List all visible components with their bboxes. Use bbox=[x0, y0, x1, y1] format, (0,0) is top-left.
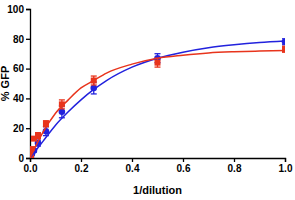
y-tick: 60 bbox=[13, 63, 30, 74]
error-bar-cap bbox=[91, 84, 97, 85]
series bbox=[30, 46, 285, 158]
x-tick-label: 0.6 bbox=[177, 163, 191, 174]
error-bar-cap bbox=[155, 66, 161, 67]
marks bbox=[30, 38, 285, 158]
y-tick: 80 bbox=[13, 34, 30, 45]
y-tick-mark bbox=[26, 158, 30, 159]
y-tick-mark bbox=[26, 9, 30, 10]
x-tick-mark bbox=[81, 158, 82, 162]
x-axis-line bbox=[31, 159, 286, 163]
error-bar-cap bbox=[155, 53, 161, 54]
x-tick-label: 0.4 bbox=[126, 163, 140, 174]
x-tick: 1.0 bbox=[279, 158, 293, 174]
y-axis-line bbox=[26, 10, 31, 159]
y-tick: 100 bbox=[7, 4, 30, 15]
y-tick-mark bbox=[26, 39, 30, 40]
x-axis: 0.0 0.2 0.4 0.6 0.8 1.0 bbox=[24, 158, 293, 174]
x-tick-label: 1.0 bbox=[279, 163, 293, 174]
y-tick-mark bbox=[26, 128, 30, 129]
x-tick-label: 0.8 bbox=[228, 163, 242, 174]
x-tick: 0.0 bbox=[24, 158, 38, 174]
error-bar-cap bbox=[91, 75, 97, 76]
x-tick: 0.6 bbox=[177, 158, 191, 174]
error-bar-cap bbox=[91, 93, 97, 94]
y-tick-label: 100 bbox=[7, 4, 24, 15]
fit-line bbox=[30, 41, 285, 158]
y-tick-label: 80 bbox=[13, 34, 25, 45]
x-tick-label: 0.2 bbox=[75, 163, 89, 174]
x-tick-mark bbox=[285, 158, 286, 162]
y-tick-label: 40 bbox=[13, 93, 25, 104]
series bbox=[30, 38, 285, 158]
y-tick-mark bbox=[26, 68, 30, 69]
y-tick: 40 bbox=[13, 93, 30, 104]
y-tick-label: 60 bbox=[13, 63, 25, 74]
x-axis-title: 1/dilution bbox=[133, 184, 182, 196]
fit-line bbox=[30, 50, 285, 158]
plot: 0.0 0.2 0.4 0.6 0.8 1.0 0 20 40 60 80 100 bbox=[7, 4, 293, 174]
y-tick: 20 bbox=[13, 123, 30, 134]
error-bar-cap bbox=[59, 99, 65, 100]
point bbox=[282, 46, 285, 52]
y-tick: 0 bbox=[18, 153, 30, 164]
y-tick-label: 20 bbox=[13, 123, 25, 134]
x-tick: 0.4 bbox=[126, 158, 140, 174]
x-tick-mark bbox=[234, 158, 235, 162]
y-tick-mark bbox=[26, 98, 30, 99]
point bbox=[155, 60, 161, 66]
x-tick-label: 0.0 bbox=[24, 163, 38, 174]
x-tick-mark bbox=[132, 158, 133, 162]
chart: 0.0 0.2 0.4 0.6 0.8 1.0 0 20 40 60 80 100 1/dilution… bbox=[0, 0, 295, 200]
y-tick-label: 0 bbox=[18, 153, 24, 164]
error-bar bbox=[282, 46, 285, 52]
x-tick: 0.2 bbox=[75, 158, 89, 174]
x-tick: 0.8 bbox=[228, 158, 242, 174]
y-axis-title: % GFP bbox=[0, 66, 11, 101]
x-tick-mark bbox=[183, 158, 184, 162]
